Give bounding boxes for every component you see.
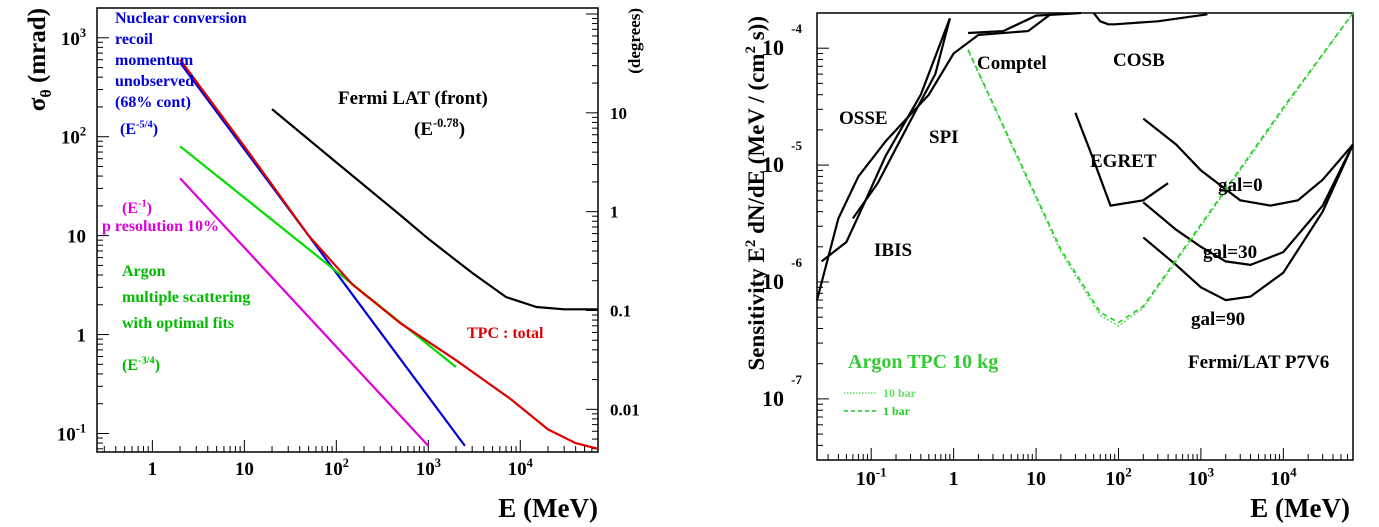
annotation-nuclear-conversion: recoil <box>115 31 153 48</box>
series-group <box>815 11 1355 327</box>
chart-left: 1 10 102 103 104 10-1 1 10 102 103 0.01 0.1 1 10 E (Me… <box>24 7 644 523</box>
series-line-1 <box>820 17 951 263</box>
annotation-nuclear-conversion: unobserved <box>115 73 194 90</box>
annotation-p-resolution: p resolution 10% <box>102 218 219 235</box>
annotation-argon-ms: Argon <box>122 263 166 280</box>
y-tick-label: 103 <box>61 26 86 50</box>
y-tick-exponent: -6 <box>791 255 802 270</box>
series-line-3 <box>968 11 1081 35</box>
y-tick-exponent: -4 <box>791 21 802 36</box>
y-tick-label: 102 <box>61 125 86 149</box>
annotation-tpc-total: TPC : total <box>467 325 544 342</box>
x-axis-label: E (MeV) <box>1250 493 1350 523</box>
annotation-magenta-slope: (E-1) <box>122 198 152 217</box>
plot-frame <box>816 12 1354 461</box>
x-tick-label: 104 <box>1270 465 1297 490</box>
y2-tick-label: 1 <box>610 203 619 222</box>
plot-frame <box>96 7 599 453</box>
y-tick-label: 10-1 <box>57 422 86 446</box>
label-gal-90: gal=90 <box>1191 309 1245 330</box>
y-tick-label: 10 <box>67 227 86 248</box>
x-tick-label: 102 <box>324 456 349 480</box>
label-ibis: IBIS <box>874 240 912 261</box>
y-tick-label: 10 <box>762 269 784 294</box>
y2-tick-label: 0.1 <box>610 301 631 320</box>
x-tick-label: 103 <box>416 456 441 480</box>
label-spi: SPI <box>929 127 959 148</box>
x-tick-label: 10-1 <box>856 465 887 490</box>
annotation-nuclear-conversion: Nuclear conversion <box>115 10 247 27</box>
x-tick-label: 103 <box>1188 465 1215 490</box>
label-gal-30: gal=30 <box>1203 242 1257 263</box>
series-group <box>179 59 599 450</box>
series-line-8 <box>1142 144 1355 302</box>
series-line-5 <box>1074 112 1169 207</box>
y2-tick-label: 0.01 <box>610 400 640 419</box>
y-tick-exponent: -5 <box>791 138 802 153</box>
y-tick-label: 10 <box>762 152 784 177</box>
legend-label: 10 bar <box>883 386 917 400</box>
y-tick-label: 10 <box>762 386 784 411</box>
y-axis-label: Sensitivity E2 dN/dE (MeV / (cm2 s)) <box>743 16 769 370</box>
series-line-6 <box>1142 117 1354 207</box>
series-line-2 <box>815 13 1052 301</box>
y2-tick-label: 10 <box>610 104 627 123</box>
y-tick-label: 1 <box>77 326 87 347</box>
x-axis-label: E (MeV) <box>498 493 598 523</box>
label-osse: OSSE <box>839 108 888 129</box>
series-line-4 <box>179 59 599 450</box>
label-egret: EGRET <box>1090 151 1157 172</box>
y-axis-label: σθ (mrad) <box>24 8 55 111</box>
legend-label: 1 bar <box>883 404 911 418</box>
y-tick-exponent: -7 <box>791 372 802 387</box>
series-line-0 <box>179 62 466 447</box>
annotation-green-slope: (E-3/4) <box>122 355 160 374</box>
x-tick-label: 1 <box>949 468 959 490</box>
label-fermi-lat-p7v6: Fermi/LAT P7V6 <box>1188 352 1329 373</box>
y-tick-label: 10 <box>762 35 784 60</box>
series-line-3 <box>271 108 598 311</box>
label-comptel: Comptel <box>977 53 1047 74</box>
x-tick-label: 10 <box>1026 468 1046 490</box>
annotation-fermi-lat: Fermi LAT (front) <box>338 88 488 109</box>
annotation-nuclear-conversion: momentum <box>115 52 194 69</box>
annotation-fermi-slope: (E-0.78) <box>414 116 465 140</box>
annotation-blue-slope: (E-5/4) <box>120 119 158 138</box>
annotation-argon-ms: multiple scattering <box>122 289 250 306</box>
x-tick-label: 1 <box>148 459 158 480</box>
series-line-1 <box>179 177 430 447</box>
annotation-argon-ms: with optimal fits <box>122 315 234 332</box>
series-line-7 <box>1142 144 1354 267</box>
argon-tpc-label: Argon TPC 10 kg <box>848 351 998 373</box>
x-tick-label: 104 <box>508 456 533 480</box>
x-tick-label: 10 <box>235 459 254 480</box>
chart-right: 10-1 1 10 102 103 104 -4 10 -5 10 -6 10 -7 10 E (MeV) S… <box>743 11 1355 523</box>
annotation-nuclear-conversion: (68% cont) <box>115 94 191 111</box>
series-line-0 <box>852 18 951 220</box>
series-line-10 <box>967 12 1354 324</box>
label-gal-0: gal=0 <box>1218 175 1263 196</box>
y2-axis-label: (degrees) <box>625 8 644 74</box>
series-line-9 <box>967 12 1354 327</box>
label-cosb: COSB <box>1113 50 1165 71</box>
x-tick-label: 102 <box>1105 465 1132 490</box>
series-line-4 <box>1092 12 1208 26</box>
